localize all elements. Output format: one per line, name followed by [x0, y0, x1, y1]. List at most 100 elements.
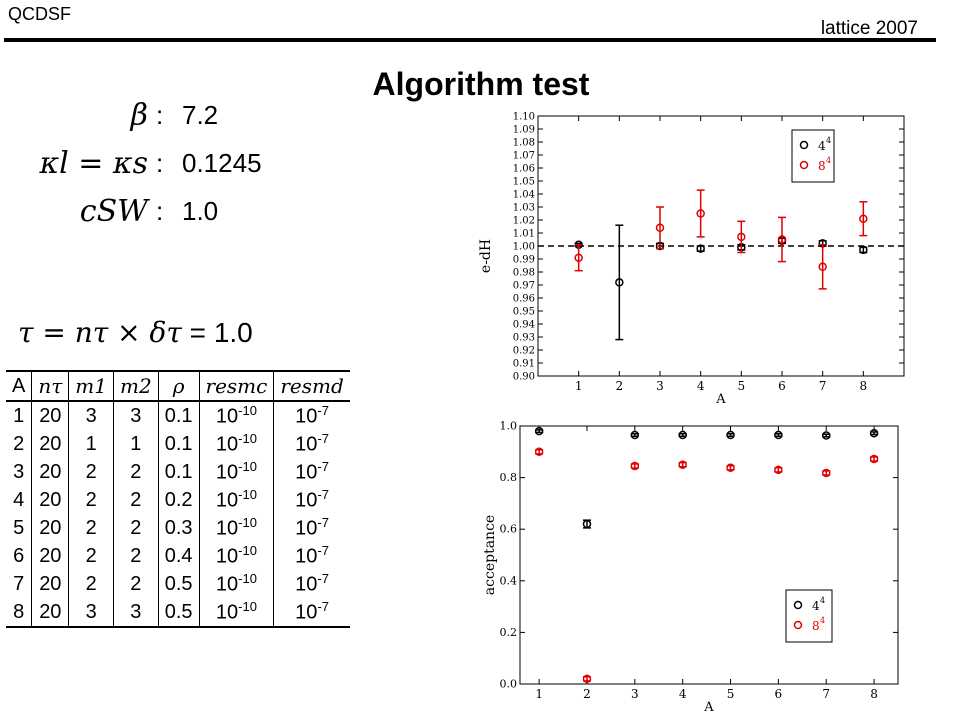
cell-ntau: 20 [31, 458, 69, 486]
point-marker [859, 214, 868, 223]
legend-marker [799, 160, 809, 170]
power-base: 10 [295, 601, 318, 624]
power-exponent: -7 [317, 571, 329, 587]
data-point [696, 189, 705, 238]
legend-marker [799, 140, 809, 150]
param-value: 7.2 [182, 100, 219, 130]
param-lhs: β [130, 98, 148, 133]
point-marker [696, 244, 705, 253]
point-marker [869, 428, 879, 438]
power-base: 10 [215, 405, 239, 428]
header-right: lattice 2007 [820, 18, 918, 39]
y-tick-label: 0.90 [513, 372, 535, 383]
y-tick-label: 1.09 [513, 125, 535, 136]
y-tick-label: 0.92 [513, 346, 535, 357]
point-marker [655, 223, 665, 233]
cell-m2: 2 [113, 570, 159, 598]
table-row: 4 20 2 2 0.2 10-10 10-7 [6, 486, 350, 514]
cell-m2: 3 [113, 401, 159, 430]
cell-ntau: 20 [31, 570, 69, 598]
point-marker [696, 209, 705, 218]
x-tick-label: 1 [575, 379, 583, 393]
cell-m2: 2 [113, 486, 159, 514]
y-tick-label: 1.10 [513, 112, 535, 123]
col-header-resmc: resmc [198, 371, 274, 401]
data-point [574, 243, 583, 272]
cell-resmd: 10-7 [273, 570, 350, 598]
cell-m1: 1 [68, 430, 114, 458]
power-exponent: -10 [238, 515, 257, 531]
cell-a: 5 [13, 516, 25, 539]
chart-svg: 0.90 0.91 0.92 0.93 0.94 0.95 0.96 0.97 0.98 0.99… [478, 112, 905, 407]
data-point [869, 454, 879, 464]
y-tick-label: 1.01 [513, 229, 535, 240]
cell-ntau: 20 [31, 598, 69, 627]
cell-resmc: 10-10 [198, 458, 274, 486]
x-axis-label: A [715, 392, 726, 407]
point-marker [574, 253, 583, 262]
point-marker [630, 430, 640, 440]
y-tick-label: 1.05 [513, 177, 535, 188]
cell-resmc: 10-10 [198, 430, 274, 458]
data-point [726, 430, 735, 440]
power-exponent: -7 [317, 599, 329, 615]
x-tick-label: 6 [775, 687, 783, 701]
cell-ntau: 20 [31, 401, 69, 430]
y-tick-label: 1.00 [513, 242, 535, 253]
tau-value: 1.0 [213, 317, 253, 348]
cell-m1: 2 [68, 458, 114, 486]
power-base: 10 [295, 489, 318, 512]
table-header-row: A nτ m1 m2 ρ resmc resmd [6, 371, 350, 401]
param-colon: : [156, 100, 164, 130]
data-point [859, 245, 868, 255]
x-tick-label: 8 [870, 687, 878, 701]
table-row: 6 20 2 2 0.4 10-10 10-7 [6, 542, 350, 570]
data-point [821, 468, 831, 478]
point-marker [534, 447, 544, 457]
point-marker [630, 461, 640, 471]
legend-label-exp: 4 [820, 596, 825, 605]
data-point [630, 461, 640, 471]
cell-resmd: 10-7 [273, 486, 350, 514]
power-exponent: -7 [317, 459, 329, 475]
cell-resmc: 10-10 [198, 514, 274, 542]
y-tick-label: 1.03 [513, 203, 535, 214]
power-exponent: -7 [317, 515, 329, 531]
table-row: 7 20 2 2 0.5 10-10 10-7 [6, 570, 350, 598]
point-marker [774, 430, 783, 440]
param-row-csw: cSW : 1.0 [18, 194, 318, 234]
param-row-beta: β : 7.2 [18, 98, 318, 138]
cell-a: 2 [13, 432, 25, 455]
cell-resmd: 10-7 [273, 430, 350, 458]
legend-marker [793, 600, 803, 610]
cell-a: 1 [13, 404, 25, 427]
power-exponent: -10 [238, 459, 257, 475]
point-marker [818, 262, 827, 272]
cell-resmc: 10-10 [198, 570, 274, 598]
data-point [655, 206, 665, 250]
runs-table: A nτ m1 m2 ρ resmc resmd 1 20 3 3 0.1 10-10 10… [6, 370, 350, 628]
cell-m1: 2 [68, 570, 114, 598]
point-marker [777, 235, 787, 244]
y-tick-label: 0.93 [513, 333, 535, 344]
data-point [582, 519, 592, 529]
legend-marker [793, 620, 803, 630]
cell-ntau: 20 [31, 486, 69, 514]
cell-rho: 0.4 [157, 542, 200, 570]
power-base: 10 [295, 405, 318, 428]
cell-rho: 0.5 [157, 570, 200, 598]
cell-m2: 1 [113, 430, 159, 458]
data-point [774, 430, 783, 440]
legend-label-base: 8 [812, 619, 820, 633]
data-point [821, 431, 831, 440]
data-point [818, 243, 827, 290]
point-marker [821, 431, 831, 440]
x-tick-label: 5 [738, 379, 746, 393]
table-row: 1 20 3 3 0.1 10-10 10-7 [6, 401, 350, 430]
table-row: 2 20 1 1 0.1 10-10 10-7 [6, 430, 350, 458]
col-header-ntau: nτ [31, 371, 69, 401]
y-tick-label: 0.99 [513, 255, 535, 266]
data-point [859, 201, 868, 237]
cell-resmd: 10-7 [273, 458, 350, 486]
col-header-resmd: resmd [273, 371, 350, 401]
